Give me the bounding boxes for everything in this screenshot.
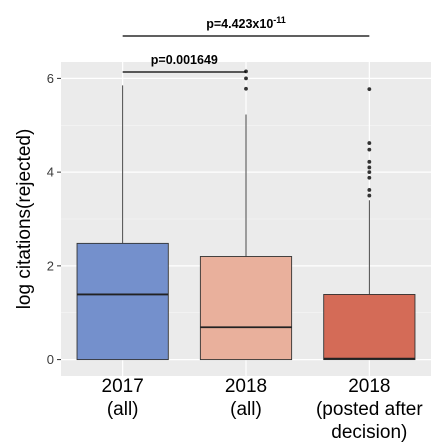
x-category-label-line: decision) xyxy=(331,422,407,443)
outlier-point xyxy=(367,87,372,92)
x-category-label-line: 2018 xyxy=(348,376,390,397)
x-category-label-line: (all) xyxy=(230,399,262,420)
x-category-label-line: (all) xyxy=(107,399,139,420)
p-value-label: p=0.001649 xyxy=(151,53,218,67)
p-value-label: p=4.423x10-11 xyxy=(206,15,286,31)
x-category-label: 2018 (all) xyxy=(225,376,267,420)
box xyxy=(199,256,293,361)
x-category-label-line: (posted after xyxy=(316,399,423,420)
p-value-exponent: -11 xyxy=(273,15,286,25)
outlier-point xyxy=(367,175,372,180)
boxes xyxy=(76,69,416,361)
box-group xyxy=(76,85,169,361)
outlier-point xyxy=(244,76,248,81)
x-category-label-line: 2018 xyxy=(225,376,267,397)
significance-brackets: p=0.001649 p=4.423x10-11 xyxy=(122,15,370,73)
p-value-text: p=0.001649 xyxy=(151,53,218,67)
outlier-point xyxy=(367,165,372,170)
p-value-text: p=4.423x10 xyxy=(206,17,273,31)
box xyxy=(76,242,169,361)
x-category-label-line: 2017 xyxy=(102,376,144,397)
y-tick-label: 4 xyxy=(47,165,54,180)
y-axis-label: log citations(rejected) xyxy=(14,129,35,310)
outlier-point xyxy=(367,141,372,145)
outlier-point xyxy=(367,193,372,198)
y-tick-label: 0 xyxy=(47,352,54,367)
outlier-point xyxy=(367,170,372,175)
x-category-label: 2017 (all) xyxy=(102,376,144,420)
box-group xyxy=(323,87,416,361)
outlier-point xyxy=(367,188,372,192)
y-tick-label: 6 xyxy=(47,71,54,86)
outlier-point xyxy=(367,147,372,152)
outlier-point xyxy=(244,86,248,91)
box-group xyxy=(199,69,293,361)
y-tick-label: 2 xyxy=(47,258,54,273)
y-axis: 0 2 4 6 xyxy=(47,71,61,367)
x-axis-categories: 2017 (all)2018 (all)2018 (posted after decis… xyxy=(102,376,424,443)
x-category-label: 2018 (posted after decision) xyxy=(316,376,423,443)
outlier-point xyxy=(367,159,372,164)
box xyxy=(323,294,416,361)
